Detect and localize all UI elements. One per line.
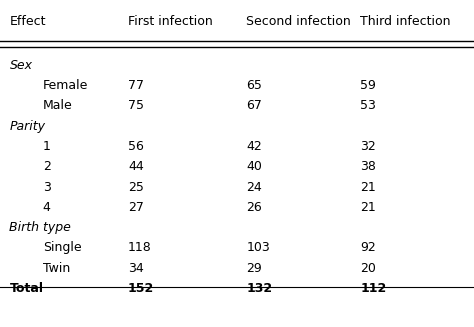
Text: Third infection: Third infection: [360, 15, 451, 28]
Text: 92: 92: [360, 241, 376, 254]
Text: Single: Single: [43, 241, 81, 254]
Text: 40: 40: [246, 160, 262, 173]
Text: 27: 27: [128, 201, 144, 214]
Text: 38: 38: [360, 160, 376, 173]
Text: 59: 59: [360, 79, 376, 92]
Text: 65: 65: [246, 79, 262, 92]
Text: Effect: Effect: [9, 15, 46, 28]
Text: 118: 118: [128, 241, 152, 254]
Text: 112: 112: [360, 282, 386, 295]
Text: Female: Female: [43, 79, 88, 92]
Text: 1: 1: [43, 140, 51, 153]
Text: Male: Male: [43, 99, 73, 112]
Text: Second infection: Second infection: [246, 15, 351, 28]
Text: 67: 67: [246, 99, 262, 112]
Text: Sex: Sex: [9, 59, 33, 72]
Text: Birth type: Birth type: [9, 221, 72, 234]
Text: 53: 53: [360, 99, 376, 112]
Text: Total: Total: [9, 282, 44, 295]
Text: 32: 32: [360, 140, 376, 153]
Text: Parity: Parity: [9, 120, 46, 133]
Text: 4: 4: [43, 201, 51, 214]
Text: 103: 103: [246, 241, 270, 254]
Text: 132: 132: [246, 282, 273, 295]
Text: 29: 29: [246, 262, 262, 275]
Text: 75: 75: [128, 99, 144, 112]
Text: 152: 152: [128, 282, 154, 295]
Text: 2: 2: [43, 160, 51, 173]
Text: 42: 42: [246, 140, 262, 153]
Text: 44: 44: [128, 160, 144, 173]
Text: 56: 56: [128, 140, 144, 153]
Text: Twin: Twin: [43, 262, 70, 275]
Text: 34: 34: [128, 262, 144, 275]
Text: 77: 77: [128, 79, 144, 92]
Text: 20: 20: [360, 262, 376, 275]
Text: 3: 3: [43, 181, 51, 194]
Text: 21: 21: [360, 181, 376, 194]
Text: 25: 25: [128, 181, 144, 194]
Text: 21: 21: [360, 201, 376, 214]
Text: 26: 26: [246, 201, 262, 214]
Text: First infection: First infection: [128, 15, 213, 28]
Text: 24: 24: [246, 181, 262, 194]
